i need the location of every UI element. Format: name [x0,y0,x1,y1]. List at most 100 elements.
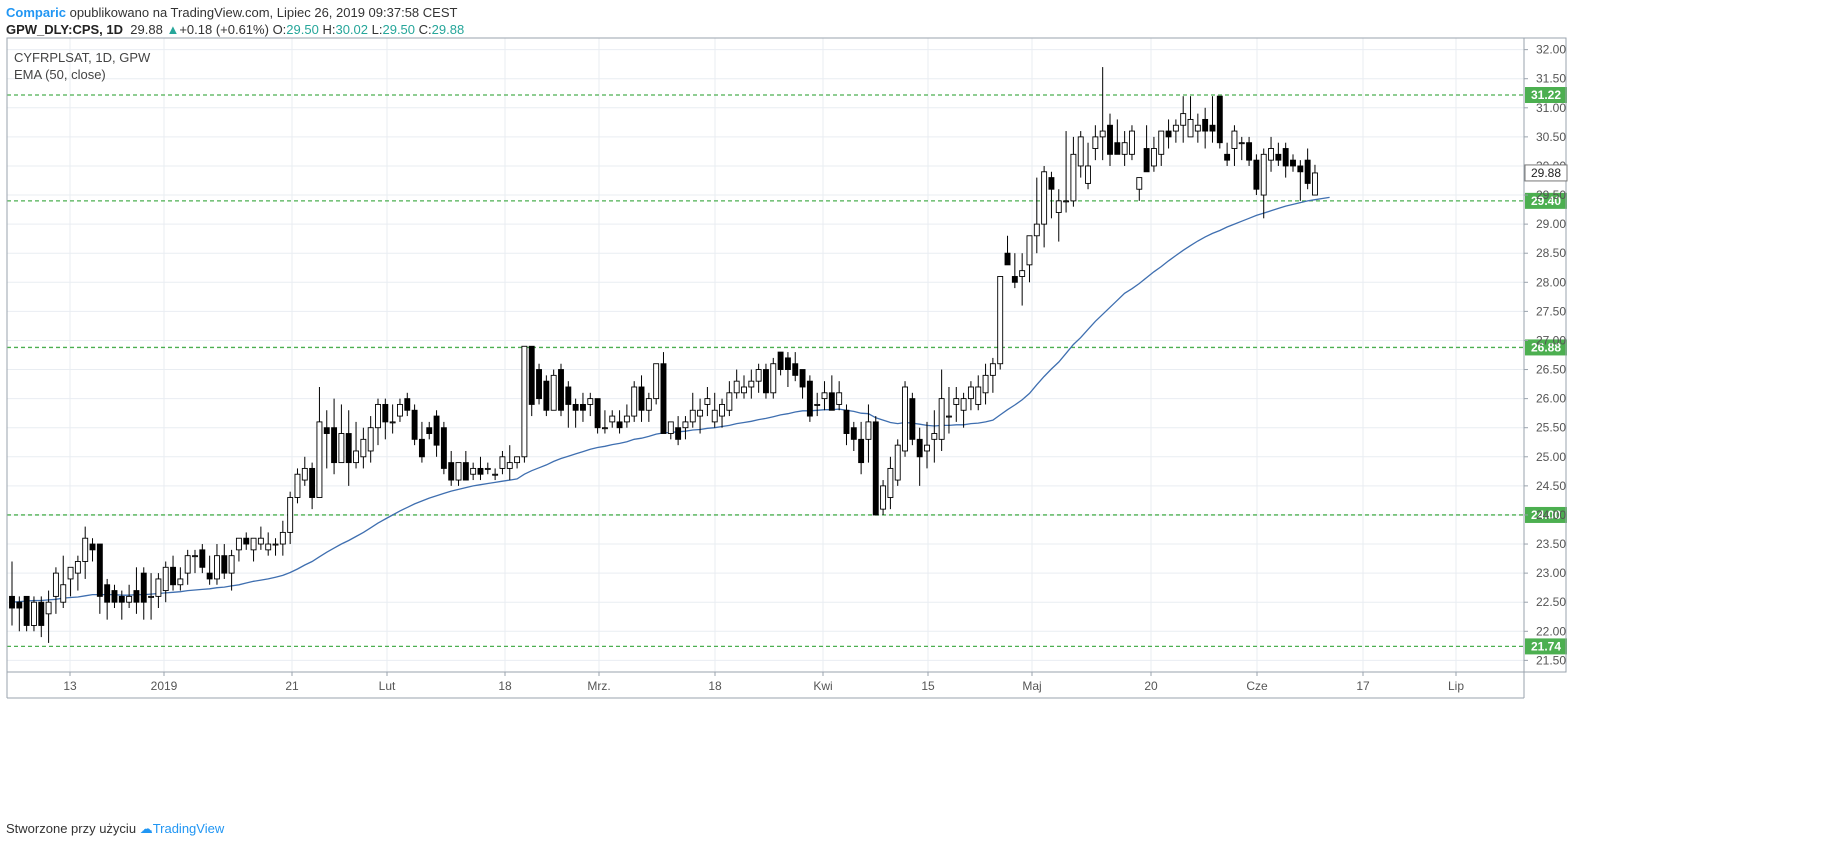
candle-body-down [1290,159,1296,167]
footer: Stworzone przy użyciu ☁TradingView [6,821,224,837]
candle [550,369,557,411]
candle [902,381,908,457]
level-badge [1525,87,1567,104]
brand-link[interactable]: Comparic [6,5,66,20]
candle [1187,96,1194,138]
candle [726,381,733,417]
candle-body-down [104,584,111,603]
plot-frame [6,37,1525,673]
chart-grid [7,38,1524,672]
candle [1209,96,1216,143]
candle-body-down [1107,124,1113,155]
level-label: 26.88 [1531,340,1561,354]
candle [433,410,440,457]
candle [1107,113,1113,166]
x-tick-label: 2019 [151,679,178,693]
candle [675,416,682,446]
x-tick-label: Maj [1022,679,1041,693]
candle-body-down [462,462,469,481]
candle-body-up [975,386,982,405]
candles [9,67,1318,643]
candle-body-up [645,398,652,411]
candle [609,410,616,428]
candle [1011,253,1018,289]
candle [1282,142,1289,178]
candle-body-down [96,543,103,597]
candle [1231,125,1238,166]
candle-body-up [1180,113,1187,126]
y-tick-label: 26.00 [1536,392,1566,406]
candle-body-down [323,427,330,434]
candle-body-down [418,438,425,458]
y-tick-label: 24.50 [1536,479,1566,493]
open-value: 29.50 [286,22,319,37]
candle [821,381,828,411]
candle [1216,95,1223,149]
candle-body-up [506,462,513,469]
candle [1253,154,1260,196]
last-price: 29.88 [130,22,163,37]
candle-body-down [616,421,623,429]
candle [1099,67,1106,161]
level-badge [1525,192,1567,209]
candle-body-up [265,543,272,551]
candle-body-down [594,398,601,429]
candle [323,410,330,469]
candle-body-up [397,403,403,417]
candle-body-up [177,578,184,586]
candle-body-up [550,374,557,411]
candle-body-up [214,555,220,580]
candle-body-up [279,531,286,545]
candle [448,450,455,486]
candle-body-up [360,438,367,458]
candle [1129,125,1135,161]
last-price-label: 29.88 [1531,166,1561,180]
candle [1158,130,1165,166]
candle [389,404,396,434]
candle-body-up [1194,124,1201,132]
candle-body-down [1209,124,1216,132]
candle-body-up [1312,172,1318,196]
candle-body-down [872,421,879,516]
candle-body-up [1063,200,1070,203]
y-tick-label: 29.00 [1536,217,1566,231]
candle-body-up [82,537,89,562]
tradingview-link[interactable]: TradingView [152,821,225,836]
candle [719,398,725,428]
candle-body-up [31,601,37,626]
candle [1085,142,1091,190]
candle [528,345,535,417]
y-tick-label: 30.50 [1536,130,1566,144]
candle-body-up [946,415,952,418]
candle [477,456,484,481]
candle-body-up [748,380,755,388]
candle [733,369,740,399]
candle [894,439,901,486]
candle [631,381,638,422]
candle [250,537,257,562]
candle-body-down [1011,276,1018,283]
y-tick-label: 22.00 [1536,624,1566,638]
candle [52,567,59,614]
candle-body-down [1004,252,1011,266]
candle-body-up [719,403,725,417]
candle-body-down [1253,159,1260,190]
candle-body-down [140,572,147,603]
candle-body-up [770,363,777,394]
candle [946,386,952,434]
candle-body-down [916,438,923,458]
candle-body-up [587,398,594,405]
candle [243,532,250,550]
candle-body-up [887,467,894,498]
candle [784,352,791,387]
candle [16,596,23,632]
candle [192,549,198,574]
candle [404,392,411,417]
candle-body-up [74,561,81,574]
candle [997,276,1004,370]
candle [265,532,272,556]
candle [843,404,850,446]
close-label: C: [418,22,432,37]
candle [1004,235,1011,266]
